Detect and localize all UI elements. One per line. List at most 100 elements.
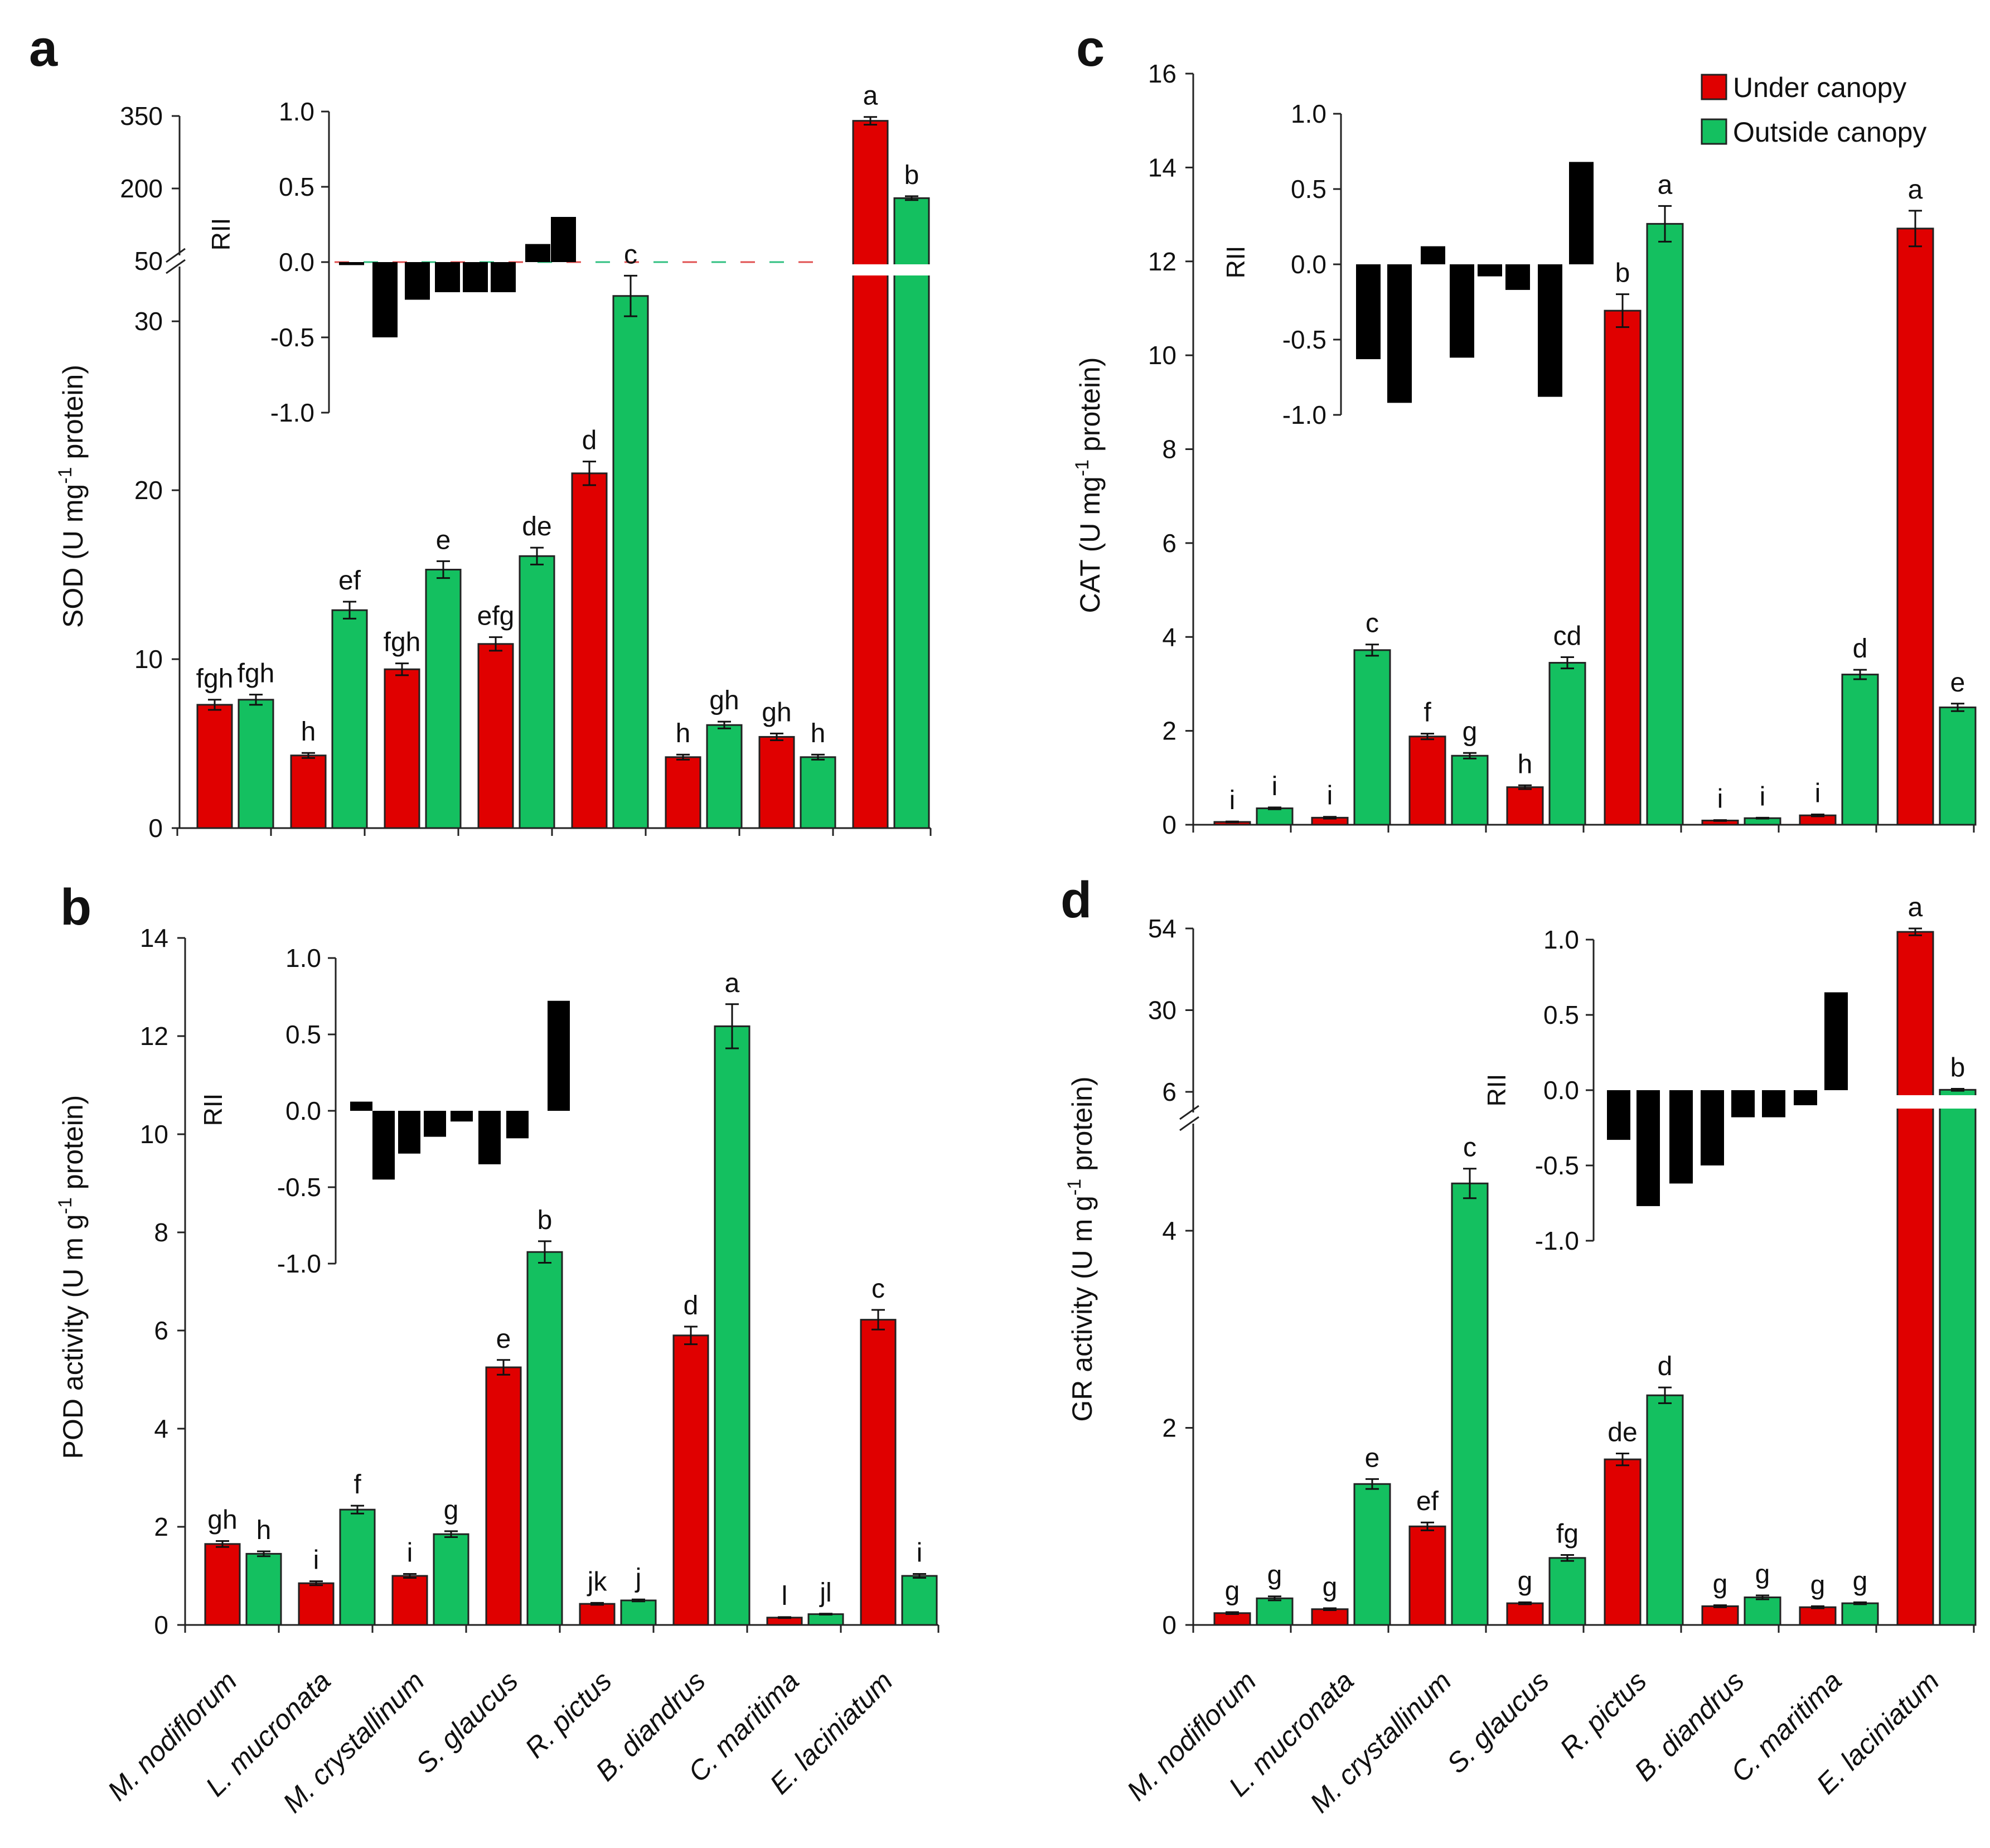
significance-letter: e bbox=[496, 1324, 511, 1354]
outside-bar bbox=[331, 609, 368, 829]
legend-label-under: Under canopy bbox=[1733, 72, 1906, 103]
under-bar bbox=[298, 1582, 335, 1626]
significance-letter: g bbox=[1518, 1566, 1533, 1596]
significance-letter: h bbox=[301, 717, 316, 747]
y-tick-label: 50 bbox=[134, 246, 163, 275]
significance-letter: fgh bbox=[238, 659, 275, 689]
y-tick-label: 0 bbox=[154, 1610, 168, 1639]
outside-bar bbox=[1353, 649, 1391, 826]
rii-bar bbox=[506, 1111, 529, 1139]
rii-label-c: RII bbox=[1221, 246, 1250, 279]
under-bar bbox=[1506, 1602, 1544, 1626]
rii-tick-label: 0.0 bbox=[285, 1096, 321, 1125]
outside-bar bbox=[339, 1508, 376, 1626]
rii-tick-label: 1.0 bbox=[279, 97, 314, 126]
significance-letter: c bbox=[1463, 1133, 1476, 1163]
axis-break-gap bbox=[1181, 1112, 1205, 1124]
significance-letter: g bbox=[444, 1496, 459, 1525]
rii-bar bbox=[1794, 1090, 1817, 1105]
significance-letter: g bbox=[1810, 1570, 1826, 1600]
outside-bar bbox=[1646, 222, 1684, 826]
legend: Under canopy Outside canopy bbox=[1701, 72, 1926, 148]
under-bar bbox=[672, 1334, 709, 1626]
chart-panel-a bbox=[166, 110, 933, 836]
y-tick-label: 4 bbox=[154, 1414, 168, 1443]
significance-letter: g bbox=[1225, 1576, 1240, 1606]
significance-letter: a bbox=[1908, 893, 1923, 922]
significance-letter: c bbox=[624, 240, 637, 269]
significance-letter: g bbox=[1755, 1560, 1770, 1589]
significance-letter: efg bbox=[477, 602, 515, 631]
y-tick-label: 200 bbox=[120, 174, 163, 203]
y-tick-label: 6 bbox=[154, 1316, 168, 1345]
under-bar bbox=[1896, 228, 1934, 826]
significance-letter: g bbox=[1323, 1573, 1338, 1602]
rii-bar bbox=[1421, 246, 1445, 264]
chart-panel-c bbox=[1185, 72, 1977, 833]
significance-letter: h bbox=[1518, 749, 1533, 779]
significance-letter: gh bbox=[207, 1506, 237, 1535]
outside-bar bbox=[1841, 674, 1879, 826]
y-tick-label: 4 bbox=[1162, 1216, 1176, 1245]
significance-letter: fgh bbox=[196, 664, 234, 694]
y-tick-label: 2 bbox=[1162, 717, 1176, 746]
rii-tick-label: -1.0 bbox=[277, 1249, 321, 1278]
category-label-b: S. glaucus bbox=[410, 1665, 524, 1779]
rii-tick-label: -0.5 bbox=[1535, 1151, 1579, 1180]
under-bar bbox=[477, 643, 514, 829]
significance-letter: a bbox=[1658, 170, 1673, 200]
significance-letter: b bbox=[1615, 259, 1630, 288]
significance-letter: g bbox=[1463, 717, 1478, 747]
outside-bar bbox=[1646, 1394, 1684, 1626]
panel-label-a: a bbox=[29, 20, 58, 77]
outside-bar bbox=[1256, 807, 1294, 826]
rii-inset-a bbox=[321, 110, 813, 414]
significance-letter: i bbox=[407, 1538, 413, 1568]
significance-letter: a bbox=[863, 81, 878, 111]
under-bar bbox=[579, 1603, 616, 1626]
significance-letter: ef bbox=[1416, 1487, 1439, 1516]
under-bar bbox=[860, 1319, 897, 1626]
y-tick-label: 14 bbox=[140, 923, 168, 952]
under-bar bbox=[290, 754, 327, 829]
significance-letter: gh bbox=[762, 698, 791, 727]
significance-letter: i bbox=[1815, 778, 1821, 808]
significance-letter: g bbox=[1853, 1566, 1868, 1596]
y-tick-label: 350 bbox=[120, 101, 163, 130]
rii-bar bbox=[405, 262, 430, 300]
significance-letter: de bbox=[1608, 1418, 1637, 1447]
y-tick-label: 12 bbox=[1148, 247, 1176, 276]
under-bar bbox=[852, 120, 889, 829]
significance-letter: c bbox=[1366, 609, 1379, 638]
rii-tick-label: 0.0 bbox=[1291, 250, 1326, 279]
outside-bar bbox=[1548, 1557, 1586, 1626]
rii-bar bbox=[372, 1111, 395, 1180]
rii-bar bbox=[1450, 264, 1474, 358]
rii-bar bbox=[491, 262, 516, 292]
significance-letter: fg bbox=[1556, 1520, 1579, 1549]
rii-bar bbox=[451, 1111, 473, 1122]
outside-bar bbox=[425, 569, 462, 829]
under-bar bbox=[485, 1366, 522, 1626]
outside-bar bbox=[1744, 1597, 1781, 1626]
rii-tick-label: -0.5 bbox=[1282, 325, 1326, 354]
significance-letter: e bbox=[1365, 1443, 1380, 1473]
significance-letter: d bbox=[684, 1291, 699, 1320]
significance-letter: fgh bbox=[384, 628, 421, 657]
rii-tick-label: 1.0 bbox=[1543, 925, 1579, 954]
bar-break-gap bbox=[1882, 1095, 1977, 1109]
rii-inset-b bbox=[328, 957, 570, 1265]
rii-bar bbox=[1505, 264, 1530, 290]
y-tick-label: 10 bbox=[134, 645, 163, 674]
significance-letter: h bbox=[256, 1516, 272, 1545]
significance-letter: cd bbox=[1553, 621, 1582, 651]
rii-inset-d bbox=[1586, 938, 1848, 1242]
rii-label-d: RII bbox=[1482, 1074, 1511, 1107]
rii-bar bbox=[525, 244, 550, 262]
axis-break-mark bbox=[166, 248, 186, 263]
significance-letter: g bbox=[1267, 1561, 1282, 1590]
y-tick-label: 16 bbox=[1148, 59, 1176, 88]
significance-letter: e bbox=[1950, 668, 1965, 698]
panel-label-d: d bbox=[1061, 872, 1092, 928]
